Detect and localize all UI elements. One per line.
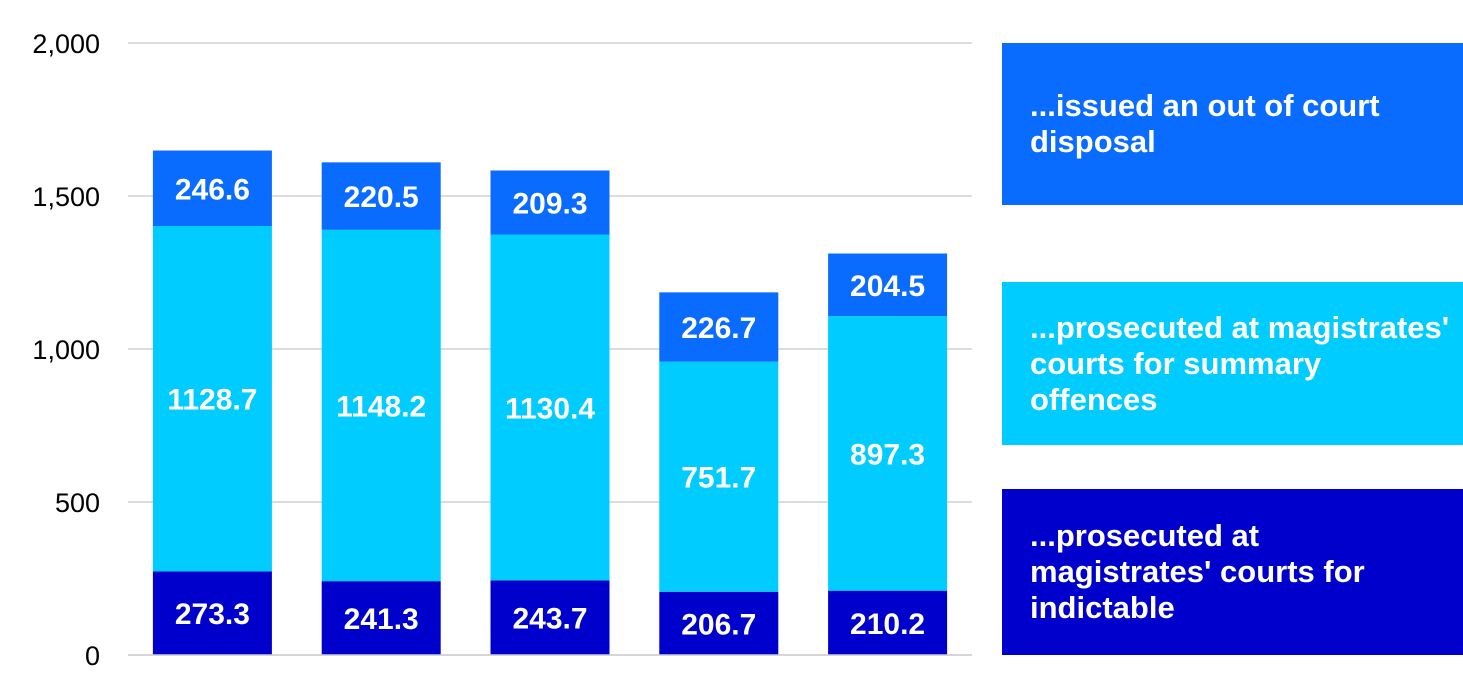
bar-segment (152, 225, 272, 572)
y-tick-label: 0 (85, 641, 100, 671)
data-label: 751.7 (681, 462, 756, 495)
bar-segment (152, 571, 272, 655)
data-label: 897.3 (850, 438, 925, 471)
legend-label: ...issued an out of court disposal (1030, 88, 1380, 159)
bar-segment (828, 316, 948, 591)
bar-segment (152, 150, 272, 226)
data-label: 210.2 (850, 608, 925, 641)
data-label: 226.7 (681, 312, 756, 345)
y-tick-label: 1,000 (32, 335, 100, 365)
legend-label: ...prosecuted at magistrates' courts for… (1030, 309, 1450, 417)
x-tick-label: 2019 (516, 684, 585, 690)
bar-segment (321, 162, 441, 230)
x-tick-label: 2021 (853, 684, 922, 690)
y-tick-label: 2,000 (32, 29, 100, 59)
bar-segment (490, 170, 610, 235)
bar-segment (490, 580, 610, 655)
bar-segment (490, 234, 610, 581)
x-tick-label: 2017 (178, 684, 247, 690)
legend-item: ...prosecuted at magistrates' courts for… (1002, 489, 1463, 655)
x-tick-label: 2018 (347, 684, 416, 690)
bar-segment (659, 361, 779, 592)
bar-segment (321, 229, 441, 582)
data-label: 243.7 (512, 603, 587, 636)
x-tick-label: 2020 (684, 684, 753, 690)
y-tick-label: 500 (55, 488, 100, 518)
bar-segment (659, 292, 779, 362)
data-label: 220.5 (344, 181, 419, 214)
data-label: 1130.4 (505, 392, 595, 425)
data-label: 206.7 (681, 608, 756, 641)
bar-segment (828, 590, 948, 655)
data-label: 241.3 (344, 603, 419, 636)
data-label: 1148.2 (336, 390, 426, 423)
bar-segment (828, 253, 948, 317)
bar-segment (321, 581, 441, 655)
data-label: 273.3 (175, 598, 250, 631)
legend-item: ...issued an out of court disposal (1002, 43, 1463, 205)
data-label: 204.5 (850, 270, 925, 303)
bar-segment (659, 591, 779, 655)
data-label: 246.6 (175, 173, 250, 206)
legend-item: ...prosecuted at magistrates' courts for… (1002, 282, 1463, 445)
data-label: 1128.7 (167, 384, 257, 417)
data-label: 209.3 (512, 188, 587, 221)
y-tick-label: 1,500 (32, 182, 100, 212)
legend-label: ...prosecuted at magistrates' courts for… (1030, 518, 1365, 625)
